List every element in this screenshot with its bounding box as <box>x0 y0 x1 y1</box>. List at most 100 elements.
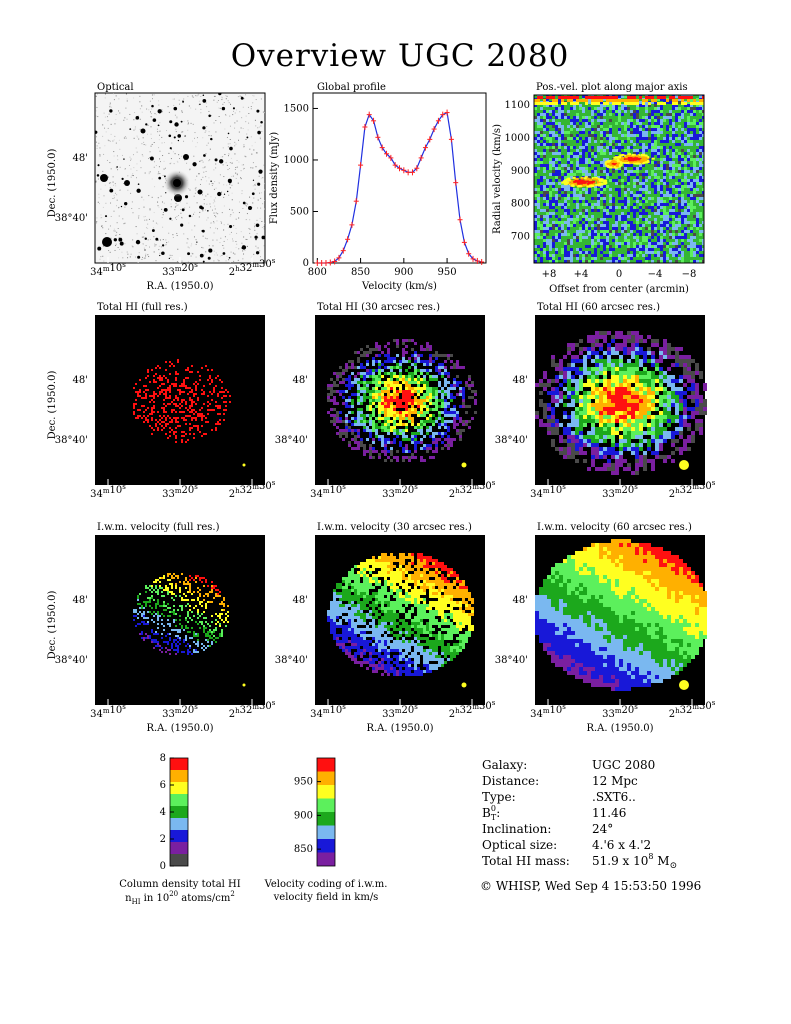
vel-pixel <box>372 565 375 568</box>
vel-pixel <box>444 568 447 571</box>
vel-pixel <box>390 664 393 667</box>
star-mark <box>199 103 201 106</box>
vel-pixel <box>342 595 345 598</box>
vel-pixel <box>468 619 471 622</box>
hi-pixel <box>429 390 432 393</box>
hi-pixel <box>444 378 447 381</box>
hi-pixel <box>627 379 631 383</box>
vel-pixel <box>429 667 432 670</box>
vel-pixel <box>450 649 453 652</box>
vel-pixel <box>635 579 639 583</box>
hi-pixel <box>591 463 595 467</box>
gp-xlabel: Velocity (km/s) <box>361 281 437 292</box>
vel-pixel <box>417 592 420 595</box>
hi-pixel <box>393 357 396 360</box>
hi-pixel <box>432 408 435 411</box>
hi-pixel <box>659 399 663 403</box>
vel-pixel <box>387 658 390 661</box>
vel-pixel <box>191 653 193 655</box>
vel-pixel <box>631 555 635 559</box>
hi-pixel <box>555 375 559 379</box>
vel-pixel <box>405 571 408 574</box>
vel-pixel <box>211 615 213 617</box>
vel-pixel <box>414 571 417 574</box>
hi-pixel <box>438 426 441 429</box>
hi-pixel <box>426 432 429 435</box>
vel-pixel <box>219 615 221 617</box>
hi-pixel <box>357 366 360 369</box>
vel-pixel <box>639 563 643 567</box>
pv-emission <box>591 177 595 180</box>
hi-pixel <box>453 438 456 441</box>
vel-pixel <box>435 568 438 571</box>
vel-pixel <box>207 633 209 635</box>
hi-pixel <box>599 407 603 411</box>
vel-pixel <box>369 613 372 616</box>
hi-pixel <box>551 411 555 415</box>
vel-pixel <box>227 605 229 607</box>
hi-pixel <box>631 347 635 351</box>
vel-pixel <box>579 579 583 583</box>
hi-pixel <box>567 403 571 407</box>
hi-pixel <box>635 455 639 459</box>
star-mark <box>169 147 172 150</box>
hi-pixel <box>444 399 447 402</box>
vel-pixel <box>571 579 575 583</box>
vel-pixel <box>438 589 441 592</box>
hi-pixel <box>402 459 405 462</box>
vel-pixel <box>444 598 447 601</box>
hi-pixel <box>679 391 683 395</box>
hi-pixel <box>354 441 357 444</box>
vel-pixel <box>420 556 423 559</box>
vel-pixel <box>183 581 185 583</box>
vel-pixel <box>462 580 465 583</box>
vel-pixel <box>444 637 447 640</box>
vel-pixel <box>189 589 191 591</box>
vel-pixel <box>375 634 378 637</box>
hi-pixel <box>603 455 607 459</box>
vel-pixel <box>384 658 387 661</box>
vel-pixel <box>348 640 351 643</box>
vel-pixel <box>193 641 195 643</box>
vel-pixel <box>423 556 426 559</box>
vel-pixel <box>375 640 378 643</box>
vel-pixel <box>559 583 563 587</box>
hi-pixel <box>639 399 643 403</box>
hi-pixel <box>151 417 153 419</box>
gp-data-point <box>448 136 454 143</box>
vel-pixel <box>402 583 405 586</box>
vel-pixel <box>417 655 420 658</box>
vel-pixel <box>465 592 468 595</box>
hi-pixel <box>659 379 663 383</box>
hi-pixel <box>390 405 393 408</box>
vel-pixel <box>167 633 169 635</box>
hi-pixel <box>381 435 384 438</box>
hi-pixel <box>595 371 599 375</box>
hi-pixel <box>607 347 611 351</box>
hi-pixel <box>587 435 591 439</box>
hi-pixel <box>211 381 213 383</box>
vel-pixel <box>165 647 167 649</box>
hi-pixel <box>450 393 453 396</box>
hi-pixel <box>411 399 414 402</box>
star-mark <box>257 130 261 135</box>
hi-pixel <box>405 345 408 348</box>
hi-pixel <box>655 375 659 379</box>
vel-pixel <box>432 634 435 637</box>
vel-pixel <box>635 547 639 551</box>
vel-pixel <box>351 628 354 631</box>
vel-pixel <box>181 609 183 611</box>
hi-pixel <box>539 419 543 423</box>
hi-pixel <box>462 366 465 369</box>
hi-pixel <box>539 423 543 427</box>
hi-pixel <box>193 425 195 427</box>
hi-pixel <box>390 387 393 390</box>
vel-pixel <box>195 633 197 635</box>
vel-pixel <box>631 563 635 567</box>
star-mark <box>201 229 205 233</box>
vel-pixel <box>357 616 360 619</box>
vel-pixel <box>444 655 447 658</box>
vel-pixel <box>444 595 447 598</box>
hi-pixel <box>551 355 555 359</box>
vel-pixel <box>153 589 155 591</box>
